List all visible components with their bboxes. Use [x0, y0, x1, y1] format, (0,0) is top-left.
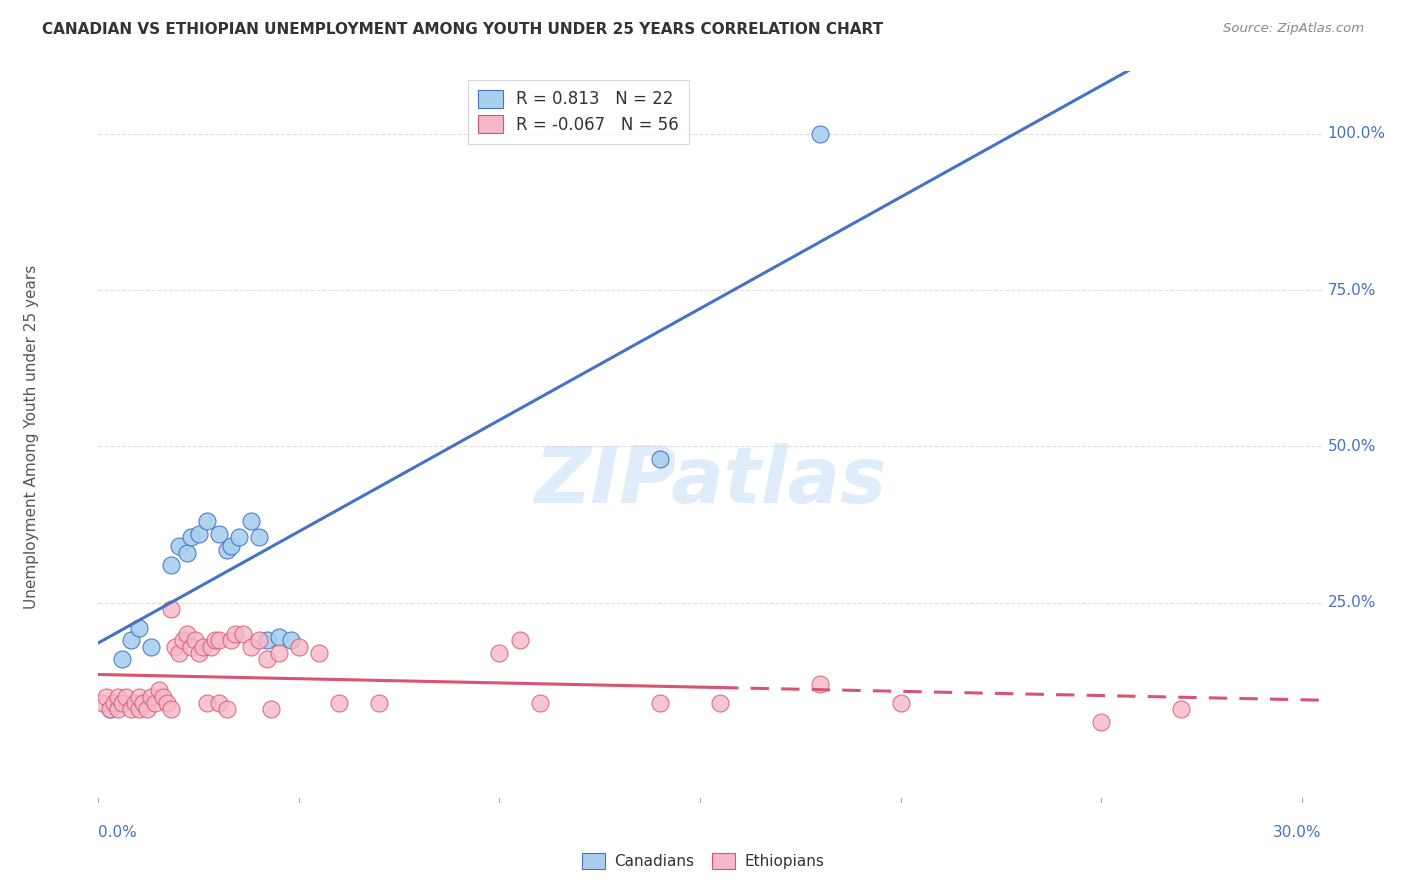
Point: [488, 646, 510, 660]
Point: [239, 640, 262, 654]
Point: [215, 542, 238, 557]
Point: [120, 633, 142, 648]
Point: [215, 702, 238, 716]
Point: [247, 530, 270, 544]
Point: [180, 640, 202, 654]
Point: [120, 702, 142, 716]
Text: ZIPatlas: ZIPatlas: [534, 443, 886, 519]
Point: [159, 702, 181, 716]
Point: [208, 527, 231, 541]
Point: [509, 633, 531, 648]
Point: [128, 621, 150, 635]
Point: [139, 640, 162, 654]
Point: [808, 127, 831, 141]
Point: [256, 652, 278, 666]
Point: [219, 633, 242, 648]
Text: Source: ZipAtlas.com: Source: ZipAtlas.com: [1223, 22, 1364, 36]
Point: [288, 640, 311, 654]
Point: [1170, 702, 1192, 716]
Point: [131, 696, 153, 710]
Point: [167, 646, 190, 660]
Point: [239, 515, 262, 529]
Point: [208, 696, 231, 710]
Point: [180, 530, 202, 544]
Point: [260, 702, 283, 716]
Point: [267, 646, 290, 660]
Point: [648, 452, 671, 467]
Point: [195, 515, 218, 529]
Point: [308, 646, 330, 660]
Text: 25.0%: 25.0%: [1327, 595, 1376, 610]
Point: [96, 690, 118, 704]
Point: [143, 696, 166, 710]
Point: [176, 627, 198, 641]
Point: [100, 702, 122, 716]
Text: 30.0%: 30.0%: [1274, 825, 1322, 839]
Point: [100, 702, 122, 716]
Point: [208, 633, 231, 648]
Point: [176, 546, 198, 560]
Point: [187, 646, 209, 660]
Text: CANADIAN VS ETHIOPIAN UNEMPLOYMENT AMONG YOUTH UNDER 25 YEARS CORRELATION CHART: CANADIAN VS ETHIOPIAN UNEMPLOYMENT AMONG…: [42, 22, 883, 37]
Point: [280, 633, 302, 648]
Legend: Canadians, Ethiopians: Canadians, Ethiopians: [575, 847, 831, 875]
Point: [128, 702, 150, 716]
Point: [368, 696, 391, 710]
Point: [247, 633, 270, 648]
Point: [529, 696, 551, 710]
Point: [159, 602, 181, 616]
Point: [152, 690, 174, 704]
Point: [172, 633, 194, 648]
Point: [107, 702, 129, 716]
Point: [200, 640, 222, 654]
Point: [648, 696, 671, 710]
Point: [139, 690, 162, 704]
Point: [107, 690, 129, 704]
Point: [124, 696, 146, 710]
Point: [808, 677, 831, 691]
Point: [115, 690, 138, 704]
Point: [224, 627, 246, 641]
Point: [256, 633, 278, 648]
Point: [128, 690, 150, 704]
Point: [187, 527, 209, 541]
Point: [148, 683, 170, 698]
Text: 75.0%: 75.0%: [1327, 283, 1376, 298]
Point: [183, 633, 205, 648]
Text: Unemployment Among Youth under 25 years: Unemployment Among Youth under 25 years: [24, 265, 38, 609]
Point: [191, 640, 214, 654]
Text: 100.0%: 100.0%: [1327, 127, 1386, 141]
Point: [155, 696, 177, 710]
Point: [219, 540, 242, 554]
Point: [1090, 714, 1112, 729]
Point: [135, 702, 157, 716]
Point: [159, 558, 181, 573]
Point: [111, 696, 134, 710]
Point: [167, 540, 190, 554]
Point: [111, 652, 134, 666]
Point: [204, 633, 226, 648]
Point: [709, 696, 731, 710]
Point: [163, 640, 186, 654]
Point: [91, 696, 114, 710]
Point: [267, 630, 290, 644]
Point: [103, 696, 125, 710]
Point: [232, 627, 254, 641]
Point: [228, 530, 250, 544]
Point: [195, 696, 218, 710]
Legend: R = 0.813   N = 22, R = -0.067   N = 56: R = 0.813 N = 22, R = -0.067 N = 56: [468, 79, 689, 144]
Text: 50.0%: 50.0%: [1327, 439, 1376, 454]
Point: [328, 696, 350, 710]
Text: 0.0%: 0.0%: [98, 825, 138, 839]
Point: [889, 696, 911, 710]
